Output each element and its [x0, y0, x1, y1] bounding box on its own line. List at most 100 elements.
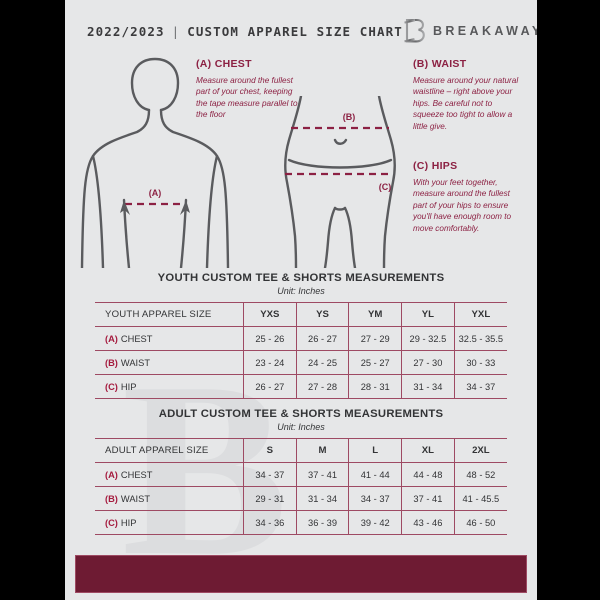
row-name: HIP: [120, 517, 137, 528]
footer-bar: [75, 555, 527, 593]
youth-measurements-block: YOUTH CUSTOM TEE & SHORTS MEASUREMENTS U…: [95, 272, 507, 399]
chest-measure-label: (A): [149, 188, 162, 198]
row-name: WAIST: [120, 357, 150, 368]
adult-size-table: ADULT APPAREL SIZE S M L XL 2XL (A) CHEST…: [95, 438, 507, 535]
row-label: (A) CHEST: [95, 326, 244, 351]
header-title: CUSTOM APPAREL SIZE CHART: [187, 23, 403, 39]
header-separator: |: [171, 23, 181, 39]
table-cell: 44 - 48: [401, 462, 455, 487]
table-cell: 32.5 - 35.5: [454, 326, 507, 351]
table-cell: 39 - 42: [348, 510, 403, 535]
waist-measure-label: (B): [343, 112, 356, 122]
callout-hips-heading: (C) HIPS: [413, 160, 458, 172]
youth-size-table: YOUTH APPAREL SIZE YXS YS YM YL YXL (A) C…: [95, 302, 507, 399]
table-cell: 25 - 26: [243, 326, 297, 351]
table-cell: 29 - 32.5: [401, 326, 455, 351]
table-cell: 36 - 39: [296, 510, 350, 535]
table-cell: 23 - 24: [243, 350, 297, 375]
adult-header-cell: XL: [401, 438, 455, 463]
row-name: CHEST: [120, 333, 153, 344]
table-cell: 24 - 25: [296, 350, 350, 375]
row-tag: (C): [105, 517, 118, 528]
table-row: (A) CHEST 25 - 26 26 - 27 27 - 29 29 - 32…: [95, 326, 507, 351]
callout-waist: (B) WAIST Measure around your natural wa…: [413, 58, 523, 132]
adult-header-cell: L: [348, 438, 403, 463]
measurement-diagram-area: (A) (B) (C) (A) CHEST Measure around the…: [65, 52, 537, 268]
table-cell: 31 - 34: [401, 374, 455, 399]
adult-header-row: ADULT APPAREL SIZE S M L XL 2XL: [95, 438, 507, 463]
row-label: (C) HIP: [95, 510, 244, 535]
row-tag: (C): [105, 381, 118, 392]
table-cell: 26 - 27: [243, 374, 297, 399]
callout-chest: (A) CHEST Measure around the fullest par…: [196, 58, 301, 121]
adult-table-unit: Unit: Inches: [277, 422, 325, 432]
youth-header-cell: YXS: [243, 302, 297, 327]
table-cell: 37 - 41: [296, 462, 350, 487]
youth-header-row: YOUTH APPAREL SIZE YXS YS YM YL YXL: [95, 302, 507, 327]
upper-body-figure: (A): [80, 57, 230, 268]
row-tag: (A): [105, 333, 118, 344]
youth-table-unit: Unit: Inches: [277, 286, 325, 296]
adult-header-cell: ADULT APPAREL SIZE: [95, 438, 244, 463]
table-row: (B) WAIST 23 - 24 24 - 25 25 - 27 27 - 30…: [95, 350, 507, 375]
callout-hips: (C) HIPS With your feet together, measur…: [413, 160, 525, 234]
callout-chest-heading: (A) CHEST: [196, 58, 252, 70]
table-cell: 34 - 36: [243, 510, 297, 535]
table-cell: 28 - 31: [348, 374, 403, 399]
youth-header-cell: YOUTH APPAREL SIZE: [95, 302, 244, 327]
table-cell: 29 - 31: [243, 486, 297, 511]
adult-header-cell: M: [296, 438, 350, 463]
brand-name: BREAKAWAY: [432, 24, 537, 38]
table-cell: 41 - 44: [348, 462, 403, 487]
table-cell: 34 - 37: [243, 462, 297, 487]
table-row: (C) HIP 34 - 36 36 - 39 39 - 42 43 - 46 4…: [95, 510, 507, 535]
callout-waist-body: Measure around your natural waistline – …: [413, 76, 519, 131]
callout-chest-body: Measure around the fullest part of your …: [196, 76, 298, 120]
size-chart-page: B 2022/2023 | CUSTOM APPAREL SIZE CHART BR…: [65, 0, 537, 600]
table-cell: 43 - 46: [401, 510, 455, 535]
table-cell: 26 - 27: [296, 326, 350, 351]
lower-body-figure: (B) (C): [284, 96, 396, 268]
adult-table-body: ADULT APPAREL SIZE S M L XL 2XL (A) CHEST…: [95, 438, 507, 535]
table-cell: 34 - 37: [454, 374, 507, 399]
hip-measure-label: (C): [379, 182, 392, 192]
row-name: WAIST: [120, 493, 150, 504]
table-cell: 30 - 33: [454, 350, 507, 375]
table-cell: 31 - 34: [296, 486, 350, 511]
adult-measurements-block: ADULT CUSTOM TEE & SHORTS MEASUREMENTS U…: [95, 408, 507, 535]
table-cell: 41 - 45.5: [454, 486, 507, 511]
table-cell: 46 - 50: [454, 510, 507, 535]
table-row: (B) WAIST 29 - 31 31 - 34 34 - 37 37 - 41…: [95, 486, 507, 511]
row-tag: (B): [105, 493, 118, 504]
callout-waist-heading: (B) WAIST: [413, 58, 467, 70]
row-label: (A) CHEST: [95, 462, 244, 487]
header-season: 2022/2023: [87, 23, 165, 39]
adult-header-cell: 2XL: [454, 438, 507, 463]
youth-header-cell: YL: [401, 302, 455, 327]
row-tag: (B): [105, 357, 118, 368]
table-cell: 27 - 30: [401, 350, 455, 375]
youth-header-cell: YXL: [454, 302, 507, 327]
row-label: (B) WAIST: [95, 350, 244, 375]
table-cell: 34 - 37: [348, 486, 403, 511]
adult-header-cell: S: [243, 438, 297, 463]
header-title-group: 2022/2023 | CUSTOM APPAREL SIZE CHART: [87, 24, 403, 39]
row-name: CHEST: [120, 469, 153, 480]
table-cell: 27 - 28: [296, 374, 350, 399]
table-cell: 25 - 27: [348, 350, 403, 375]
row-label: (C) HIP: [95, 374, 244, 399]
callout-hips-body: With your feet together, measure around …: [413, 178, 512, 233]
adult-table-title: ADULT CUSTOM TEE & SHORTS MEASUREMENTS: [158, 408, 444, 420]
table-row: (C) HIP 26 - 27 27 - 28 28 - 31 31 - 34 3…: [95, 374, 507, 399]
youth-table-body: YOUTH APPAREL SIZE YXS YS YM YL YXL (A) C…: [95, 302, 507, 399]
row-name: HIP: [120, 381, 137, 392]
youth-header-cell: YM: [348, 302, 403, 327]
table-cell: 37 - 41: [401, 486, 455, 511]
table-cell: 27 - 29: [348, 326, 403, 351]
row-tag: (A): [105, 469, 118, 480]
page-header: 2022/2023 | CUSTOM APPAREL SIZE CHART BREA…: [65, 16, 537, 46]
row-label: (B) WAIST: [95, 486, 244, 511]
youth-table-title: YOUTH CUSTOM TEE & SHORTS MEASUREMENTS: [157, 272, 445, 284]
table-row: (A) CHEST 34 - 37 37 - 41 41 - 44 44 - 48…: [95, 462, 507, 487]
table-cell: 48 - 52: [454, 462, 507, 487]
